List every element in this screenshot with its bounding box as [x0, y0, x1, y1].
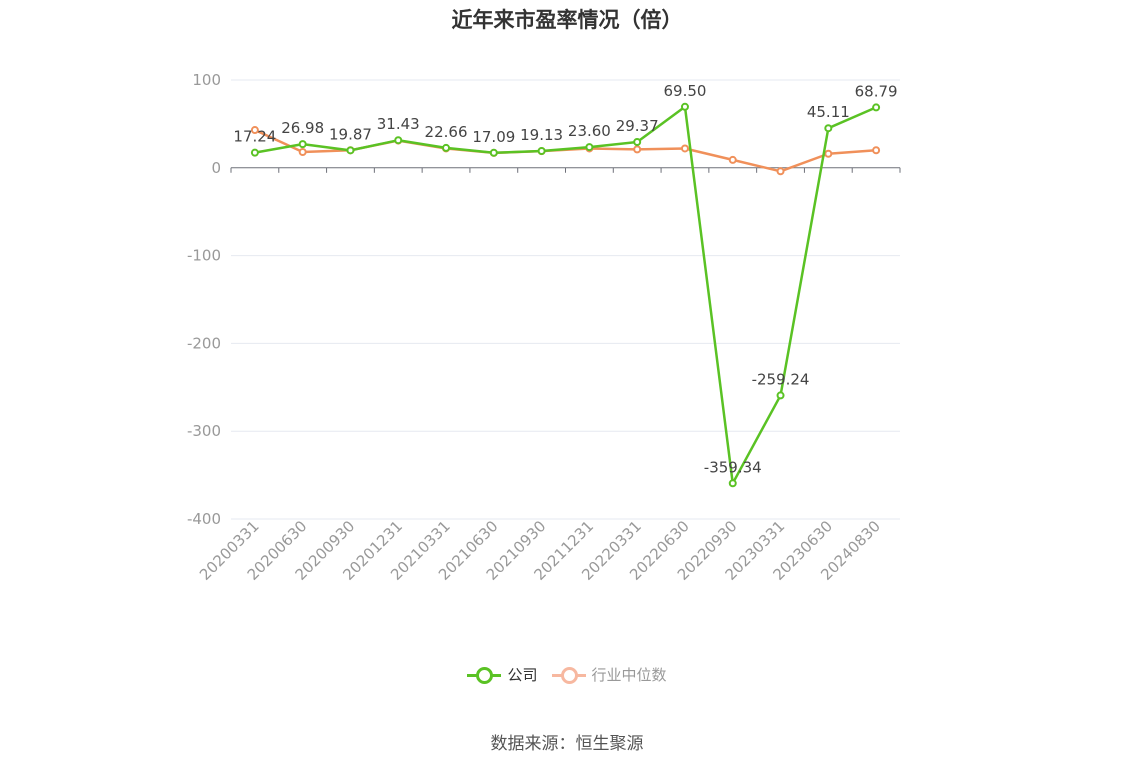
company-data-label: 31.43 — [377, 115, 420, 133]
industry-data-point — [872, 146, 881, 155]
legend-company-marker-icon — [467, 665, 502, 685]
company-data-label: 45.11 — [807, 103, 850, 121]
company-data-label: 17.24 — [233, 128, 276, 146]
company-data-label: 19.87 — [329, 125, 372, 143]
company-data-point — [585, 143, 594, 152]
data-source: 数据来源：恒生聚源 — [490, 734, 644, 754]
chart-legend: 公司 行业中位数 — [0, 664, 1134, 685]
industry-data-point — [250, 126, 259, 135]
legend-item-company[interactable]: 公司 — [467, 664, 538, 685]
company-data-label: 26.98 — [281, 119, 324, 137]
company-data-point — [394, 136, 403, 145]
industry-data-point — [680, 144, 689, 153]
y-tick-label: 100 — [192, 71, 221, 89]
company-data-point — [633, 138, 642, 147]
chart-title: 近年来市盈率情况（倍） — [451, 8, 683, 32]
industry-data-point — [824, 149, 833, 158]
company-data-point — [776, 391, 785, 400]
company-data-label: 22.66 — [425, 123, 468, 141]
company-data-label: 69.50 — [663, 82, 706, 100]
industry-data-point — [633, 145, 642, 154]
company-data-point — [442, 143, 451, 152]
company-data-point — [537, 147, 546, 156]
company-data-point — [346, 146, 355, 155]
company-data-point — [250, 148, 259, 157]
y-tick-label: -200 — [187, 334, 221, 352]
industry-data-point — [776, 167, 785, 176]
company-data-label: 23.60 — [568, 122, 611, 140]
y-tick-label: -100 — [187, 247, 221, 265]
company-data-point — [824, 124, 833, 133]
legend-industry-marker-icon — [551, 665, 586, 685]
industry-data-point — [728, 155, 737, 164]
company-data-point — [489, 148, 498, 157]
company-data-point — [298, 140, 307, 149]
legend-item-industry[interactable]: 行业中位数 — [551, 664, 667, 685]
y-tick-label: 0 — [211, 159, 221, 177]
legend-industry-label: 行业中位数 — [591, 666, 667, 684]
company-data-label: -259.24 — [752, 370, 810, 388]
company-series-line — [254, 105, 877, 485]
company-data-point — [728, 479, 737, 488]
y-tick-label: -300 — [187, 422, 221, 440]
legend-company-label: 公司 — [507, 666, 538, 684]
company-data-label: 29.37 — [616, 117, 659, 135]
company-data-label: 68.79 — [855, 82, 898, 100]
company-data-label: 19.13 — [520, 126, 563, 144]
company-data-point — [680, 102, 689, 111]
company-data-point — [872, 103, 881, 112]
company-data-label: -359.34 — [704, 458, 762, 476]
y-tick-label: -400 — [187, 510, 221, 528]
company-data-label: 17.09 — [472, 128, 515, 146]
industry-data-point — [298, 147, 307, 156]
